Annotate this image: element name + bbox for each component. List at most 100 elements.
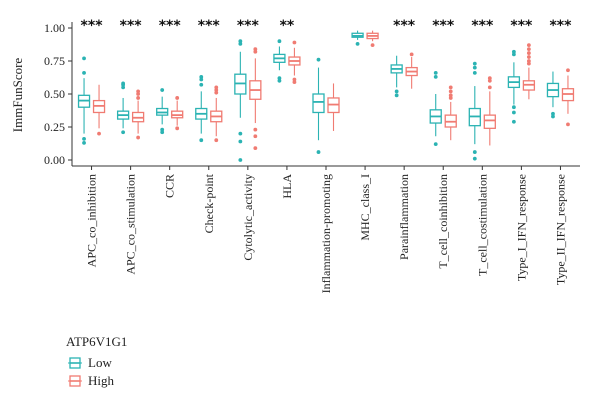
- y-tick-label: 0.25: [44, 120, 65, 134]
- outlier-point: [487, 76, 492, 81]
- significance-mark: ***: [549, 18, 572, 34]
- outlier-point: [433, 74, 438, 79]
- outlier-point: [551, 111, 555, 116]
- outlier-point: [526, 61, 531, 66]
- outlier-point: [551, 114, 555, 119]
- outlier-point: [238, 41, 243, 46]
- legend-key-high: [68, 375, 82, 387]
- outlier-point: [511, 52, 516, 57]
- outlier-point: [526, 59, 531, 63]
- significance-mark: ***: [510, 18, 533, 34]
- box-low: [195, 74, 208, 143]
- significance-mark: ***: [159, 18, 182, 34]
- outlier-point: [433, 70, 438, 75]
- y-tick-label: 0.75: [44, 54, 65, 68]
- outlier-point: [277, 76, 282, 81]
- outlier-point: [214, 90, 219, 95]
- outlier-point: [277, 78, 282, 83]
- outlier-point: [253, 47, 258, 52]
- outlier-point: [136, 135, 141, 140]
- box-high: [405, 52, 418, 89]
- x-tick-label: Type_I_IFN_response: [514, 174, 528, 281]
- outlier-point: [175, 96, 180, 100]
- box-low: [156, 88, 169, 135]
- x-tick-label: Parainflammation: [397, 174, 411, 260]
- outlier-point: [292, 80, 297, 85]
- outlier-point: [136, 89, 141, 94]
- y-tick-label: 0.50: [44, 87, 65, 101]
- legend-title: ATP6V1G1: [66, 334, 127, 349]
- outlier-point: [253, 146, 258, 151]
- outlier-point: [199, 77, 204, 82]
- outlier-point: [82, 70, 86, 75]
- box-high: [92, 84, 106, 136]
- outlier-point: [121, 130, 126, 135]
- outlier-point: [253, 134, 258, 139]
- significance-marks: *** *** *** *** *** ** *** *** *** *** ***: [81, 18, 573, 34]
- y-tick-label: 1.00: [44, 21, 65, 35]
- box-high: [131, 89, 145, 140]
- x-axis: APC_co_inhibition APC_co_stimulation CCR Ch…: [72, 165, 580, 293]
- outlier-point: [160, 88, 165, 92]
- box-high: [210, 85, 223, 143]
- x-tick-label: Cytolytic_activity: [241, 174, 255, 261]
- x-tick-label: Inflammation-promoting: [319, 174, 333, 293]
- outlier-point: [566, 122, 570, 127]
- outlier-point: [526, 55, 531, 59]
- box-high: [171, 96, 184, 131]
- outlier-point: [238, 39, 243, 44]
- significance-mark: **: [280, 18, 295, 34]
- outlier-point: [238, 131, 243, 136]
- outlier-point: [511, 49, 516, 54]
- outlier-point: [448, 93, 453, 98]
- significance-mark: ***: [471, 18, 494, 34]
- outlier-point: [355, 41, 360, 46]
- x-tick-label: T_cell_coinhibition: [436, 174, 450, 269]
- significance-mark: ***: [237, 18, 260, 34]
- outlier-point: [277, 39, 282, 44]
- outlier-point: [238, 158, 243, 162]
- x-tick-label: Check-point: [202, 173, 216, 233]
- outlier-point: [526, 43, 531, 48]
- significance-mark: ***: [393, 18, 416, 34]
- box-high: [444, 85, 457, 141]
- plot-area: [77, 30, 575, 162]
- outlier-point: [214, 88, 219, 92]
- box-low: [312, 57, 325, 154]
- significance-mark: ***: [432, 18, 455, 34]
- outlier-point: [292, 77, 297, 82]
- x-tick-label: MHC_class_I: [358, 174, 372, 241]
- outlier-point: [82, 136, 86, 141]
- outlier-point: [487, 78, 492, 83]
- outlier-point: [526, 47, 531, 52]
- outlier-point: [175, 126, 180, 131]
- box-high: [366, 30, 379, 48]
- outlier-point: [214, 138, 219, 143]
- box-low: [351, 30, 364, 46]
- outlier-point: [82, 56, 86, 61]
- x-tick-label: T_cell_costimulation: [475, 174, 489, 276]
- box-low: [390, 55, 403, 98]
- outlier-point: [511, 110, 516, 115]
- outlier-point: [199, 82, 204, 87]
- outlier-point: [566, 68, 570, 73]
- box-high: [288, 40, 301, 85]
- box-low: [429, 70, 442, 147]
- box-low: [77, 56, 91, 145]
- outlier-point: [394, 93, 399, 98]
- box: [312, 93, 325, 114]
- outlier-point: [472, 65, 477, 70]
- outlier-point: [136, 96, 141, 100]
- legend-label: High: [88, 373, 115, 388]
- outlier-point: [160, 127, 165, 132]
- outlier-point: [448, 89, 453, 94]
- box-high: [483, 76, 496, 146]
- box-low: [546, 71, 560, 119]
- significance-mark: ***: [120, 18, 143, 34]
- y-tick-label: 0.00: [44, 153, 65, 167]
- outlier-point: [370, 43, 375, 48]
- legend-label: Low: [88, 355, 112, 370]
- outlier-point: [253, 127, 258, 132]
- outlier-point: [121, 82, 126, 87]
